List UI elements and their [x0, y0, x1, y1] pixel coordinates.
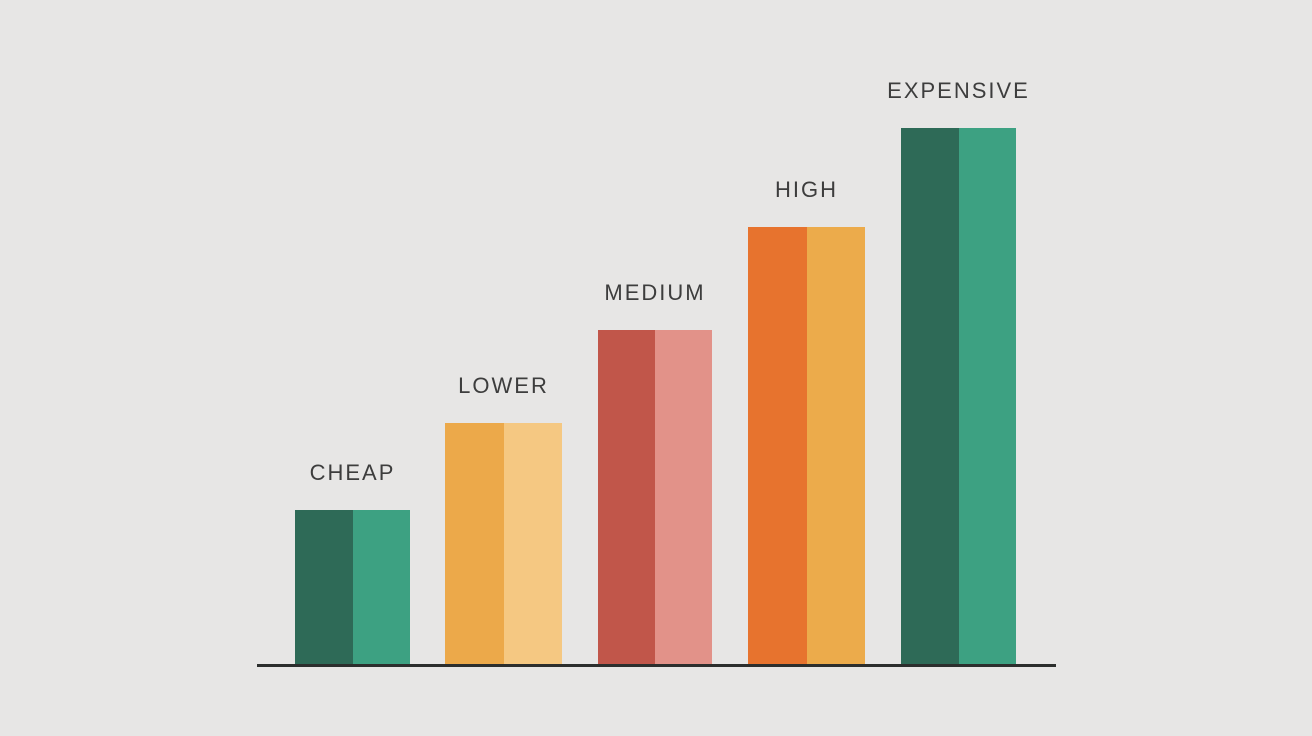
bar-right-segment — [655, 330, 712, 664]
bar-label: MEDIUM — [604, 280, 706, 305]
bar-left-segment — [445, 423, 504, 664]
bar-group-medium: MEDIUM — [598, 282, 712, 664]
bar-label: EXPENSIVE — [887, 78, 1030, 103]
bar-left-segment — [748, 227, 807, 664]
bar — [748, 227, 865, 664]
bar-label: CHEAP — [309, 460, 396, 485]
bar-right-segment — [352, 510, 410, 664]
chart-baseline — [257, 664, 1056, 667]
bar-label: HIGH — [775, 177, 838, 202]
bar-group-cheap: CHEAP — [295, 462, 410, 664]
bar-right-segment — [958, 128, 1016, 664]
bar-right-segment — [806, 227, 865, 664]
bar-left-segment — [295, 510, 353, 664]
bar-left-segment — [598, 330, 655, 664]
bar — [295, 510, 410, 664]
bar-label: LOWER — [458, 373, 549, 398]
bar — [445, 423, 562, 664]
bar-right-segment — [503, 423, 562, 664]
bar-group-expensive: EXPENSIVE — [887, 80, 1028, 664]
bar-group-high: HIGH — [748, 179, 865, 664]
bar-left-segment — [901, 128, 959, 664]
bar-group-lower: LOWER — [445, 375, 562, 664]
bar — [901, 128, 1016, 664]
bar — [598, 330, 712, 664]
